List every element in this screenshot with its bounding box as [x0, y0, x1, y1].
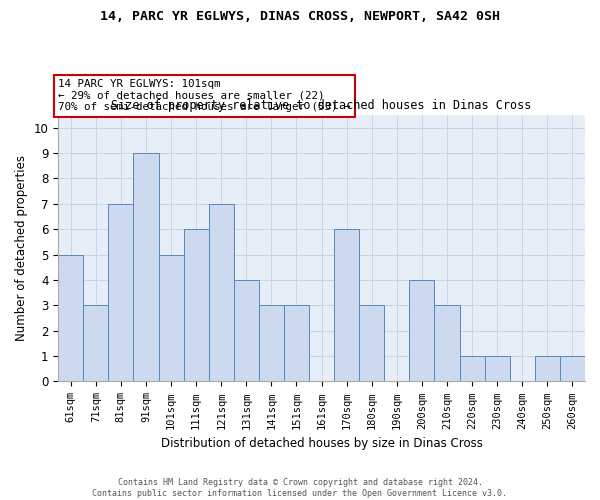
Title: Size of property relative to detached houses in Dinas Cross: Size of property relative to detached ho… [112, 100, 532, 112]
Text: Contains HM Land Registry data © Crown copyright and database right 2024.
Contai: Contains HM Land Registry data © Crown c… [92, 478, 508, 498]
Bar [460, 356, 485, 382]
Bar [158, 254, 184, 382]
Bar [535, 356, 560, 382]
Y-axis label: Number of detached properties: Number of detached properties [15, 155, 28, 341]
Bar [359, 306, 384, 382]
Bar [334, 229, 359, 382]
Text: 14 PARC YR EGLWYS: 101sqm
← 29% of detached houses are smaller (22)
70% of semi-: 14 PARC YR EGLWYS: 101sqm ← 29% of detac… [58, 79, 350, 112]
X-axis label: Distribution of detached houses by size in Dinas Cross: Distribution of detached houses by size … [161, 437, 482, 450]
Text: 14, PARC YR EGLWYS, DINAS CROSS, NEWPORT, SA42 0SH: 14, PARC YR EGLWYS, DINAS CROSS, NEWPORT… [100, 10, 500, 23]
Bar [133, 153, 158, 382]
Bar [109, 204, 133, 382]
Bar [234, 280, 259, 382]
Bar [284, 306, 309, 382]
Bar [434, 306, 460, 382]
Bar [209, 204, 234, 382]
Bar [259, 306, 284, 382]
Bar [83, 306, 109, 382]
Bar [485, 356, 510, 382]
Bar [409, 280, 434, 382]
Bar [184, 229, 209, 382]
Bar [58, 254, 83, 382]
Bar [560, 356, 585, 382]
